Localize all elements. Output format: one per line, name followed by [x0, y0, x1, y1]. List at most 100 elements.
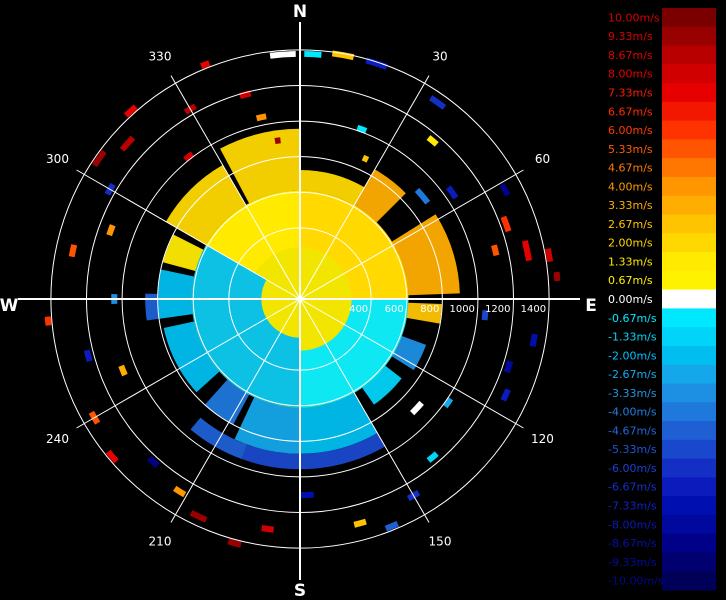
- colorbar-swatch: [662, 345, 716, 366]
- velocity-echo: [261, 525, 275, 533]
- colorbar-label: -8.67m/s: [608, 537, 657, 550]
- colorbar-label: 2.00m/s: [608, 237, 653, 250]
- velocity-sector: [241, 433, 386, 470]
- velocity-echo: [274, 137, 281, 144]
- colorbar-label: 8.00m/s: [608, 68, 653, 81]
- velocity-echo: [119, 135, 136, 152]
- velocity-echo: [300, 491, 314, 499]
- velocity-echo: [146, 455, 160, 469]
- colorbar-label: 6.00m/s: [608, 124, 653, 137]
- colorbar-label: 2.67m/s: [608, 218, 653, 231]
- radar-origin: [297, 296, 303, 302]
- velocity-echo: [410, 400, 424, 416]
- polar-labels: N E S W 30 60 120 150 210 240 300 330 400 600 800 1000 1…: [0, 2, 597, 600]
- colorbar-label: -4.00m/s: [608, 406, 657, 419]
- colorbar-swatch: [662, 533, 716, 553]
- angle-label: 30: [432, 50, 447, 64]
- angle-label: 210: [149, 534, 172, 548]
- colorbar-label: 3.33m/s: [608, 199, 653, 212]
- colorbar-swatch: [662, 101, 716, 122]
- velocity-echo: [239, 90, 252, 100]
- velocity-echo: [118, 364, 128, 377]
- colorbar-label: 0.00m/s: [608, 293, 653, 306]
- velocity-sector: [163, 321, 220, 393]
- colorbar-label: -6.67m/s: [608, 481, 657, 494]
- velocity-sector: [362, 365, 402, 405]
- angle-label: 150: [429, 534, 452, 548]
- velocity-sector: [300, 392, 378, 454]
- velocity-echo: [255, 113, 267, 122]
- colorbar-legend: 10.00m/s 9.33m/s 8.67m/s 8.00m/s 7.33m/s 6.67…: [608, 8, 716, 591]
- colorbar-label: -8.00m/s: [608, 518, 657, 531]
- colorbar-swatch: [662, 458, 716, 478]
- colorbar-label: -10.00m/s: [608, 575, 664, 588]
- spoke-line: [76, 169, 301, 300]
- colorbar-label: -3.33m/s: [608, 387, 657, 400]
- colorbar-swatch: [662, 195, 716, 216]
- velocity-echo: [426, 451, 439, 463]
- range-label: 1200: [485, 304, 510, 315]
- velocity-sector: [145, 293, 160, 321]
- velocity-sector: [165, 164, 246, 245]
- velocity-echoes: [44, 50, 561, 548]
- colorbar-label: 1.33m/s: [608, 255, 653, 268]
- colorbar-swatch: [662, 120, 716, 140]
- velocity-sector: [300, 170, 365, 206]
- colorbar-swatch: [662, 45, 716, 65]
- colorbar-label: -1.33m/s: [608, 331, 657, 344]
- colorbar-label: -5.33m/s: [608, 443, 657, 456]
- velocity-echo: [481, 310, 489, 321]
- angle-label: 240: [46, 432, 69, 446]
- colorbar-label: -0.67m/s: [608, 312, 657, 325]
- velocity-echo: [173, 485, 187, 498]
- velocity-sector: [234, 397, 300, 454]
- colorbar-swatch: [662, 514, 716, 535]
- range-label: 800: [420, 304, 439, 315]
- colorbar-label: -6.00m/s: [608, 462, 657, 475]
- velocity-echo: [356, 124, 368, 134]
- velocity-echo: [445, 185, 459, 200]
- velocity-echo: [426, 135, 439, 147]
- colorbar-swatch: [662, 571, 716, 591]
- velocity-echo: [491, 244, 500, 257]
- colorbar-swatch: [662, 26, 716, 47]
- colorbar-label: -9.33m/s: [608, 556, 657, 569]
- colorbar-label: -4.67m/s: [608, 424, 657, 437]
- colorbar-swatch: [662, 383, 716, 403]
- colorbar-swatch: [662, 402, 716, 422]
- velocity-echo: [429, 95, 447, 110]
- colorbar-label: 9.33m/s: [608, 30, 653, 43]
- velocity-sector: [205, 379, 250, 425]
- velocity-echo: [189, 510, 208, 523]
- angle-label: 330: [149, 50, 172, 64]
- cardinal-label-s: S: [294, 581, 306, 600]
- spoke-line: [76, 298, 301, 429]
- colorbar-swatch: [662, 477, 716, 497]
- cardinal-label-w: W: [0, 296, 19, 316]
- velocity-echo: [414, 187, 431, 205]
- range-label: 1400: [521, 304, 546, 315]
- velocity-sector: [220, 128, 300, 204]
- velocity-echo: [361, 154, 370, 163]
- velocity-echo: [353, 518, 367, 528]
- colorbar-swatch: [662, 496, 716, 516]
- velocity-echo: [442, 397, 454, 409]
- velocity-echo: [106, 224, 116, 237]
- colorbar-swatch: [662, 83, 716, 103]
- spoke-line: [299, 169, 524, 300]
- angle-label: 60: [535, 152, 550, 166]
- colorbar-label: 5.33m/s: [608, 143, 653, 156]
- velocity-echo: [500, 388, 511, 402]
- colorbar-label: -2.67m/s: [608, 368, 657, 381]
- velocity-echo: [105, 449, 119, 464]
- range-label: 400: [349, 304, 368, 315]
- colorbar-swatch: [662, 439, 716, 460]
- velocity-echo: [68, 244, 78, 258]
- cardinal-label-e: E: [585, 296, 597, 316]
- velocity-echo: [304, 50, 322, 58]
- velocity-sector: [300, 190, 409, 299]
- velocity-echo: [91, 149, 107, 168]
- colorbar-swatch: [662, 289, 716, 309]
- range-label: 1000: [449, 304, 474, 315]
- velocity-sector: [391, 214, 460, 296]
